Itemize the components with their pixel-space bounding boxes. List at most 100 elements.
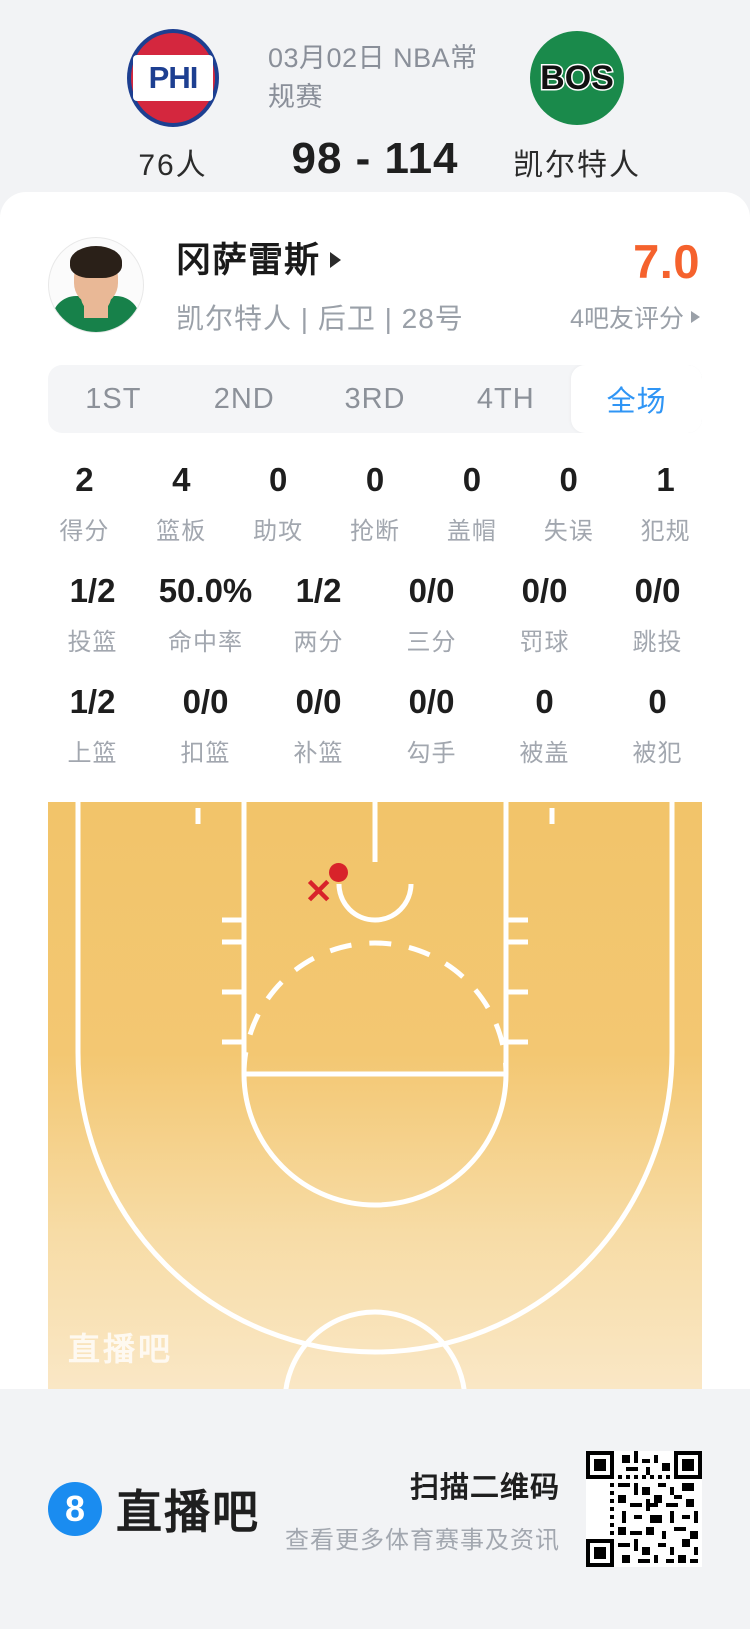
phi-logo-text: PHI — [148, 60, 199, 95]
stat-label: 得分 — [59, 518, 110, 545]
match-score: 98 - 114 — [291, 134, 459, 183]
stat-label: 被犯 — [632, 740, 683, 767]
stat-jump-shots: 0/0 跳投 — [601, 572, 714, 657]
home-team-logo-wrap: BOS — [530, 22, 624, 134]
stat-value: 0/0 — [634, 572, 681, 609]
player-header-row: 冈萨雷斯 凯尔特人 | 后卫 | 28号 7.0 4吧友评分 — [0, 196, 750, 355]
stat-dunks: 0/0 扣篮 — [149, 683, 262, 768]
stat-value: 1/2 — [69, 683, 116, 720]
avatar-hair — [70, 245, 122, 278]
stat-label: 两分 — [293, 629, 344, 656]
stat-three-pointers: 0/0 三分 — [375, 572, 488, 657]
player-info: 冈萨雷斯 凯尔特人 | 后卫 | 28号 — [144, 232, 570, 337]
stat-shots-blocked: 0 被盖 — [488, 683, 601, 768]
stat-label: 抢断 — [350, 518, 400, 545]
stat-value: 0 — [268, 461, 288, 498]
player-stats-card: 冈萨雷斯 凯尔特人 | 后卫 | 28号 7.0 4吧友评分 1ST 2ND 3… — [0, 192, 750, 1402]
court-lines-svg — [75, 802, 675, 1402]
stat-value: 0/0 — [295, 683, 342, 720]
match-meta: 03月02日 NBA常规赛 — [268, 43, 478, 112]
stat-value: 4 — [172, 461, 191, 498]
stat-value: 1/2 — [69, 572, 116, 609]
stat-label: 篮板 — [156, 518, 207, 545]
stat-rebounds: 4 篮板 — [133, 461, 230, 546]
qr-section: 扫描二维码 查看更多体育赛事及资讯 — [285, 1451, 702, 1567]
court-watermark: 直播吧 — [68, 1331, 174, 1367]
stats-block: 2 得分 4 篮板 0 助攻 0 抢断 0 盖帽 — [0, 433, 750, 788]
stat-label: 盖帽 — [446, 518, 497, 545]
brand-logo[interactable]: 8 直播吧 — [48, 1476, 260, 1542]
stat-value: 1/2 — [295, 572, 342, 609]
bos-team-logo-icon: BOS — [530, 31, 624, 125]
stat-label: 投篮 — [67, 629, 118, 656]
stat-label: 罚球 — [519, 629, 570, 656]
stat-field-goal-pct: 50.0% 命中率 — [149, 572, 262, 657]
stat-row-basic: 2 得分 4 篮板 0 助攻 0 抢断 0 盖帽 — [36, 445, 714, 556]
stat-label: 勾手 — [406, 740, 457, 767]
stat-label: 犯规 — [640, 518, 691, 545]
qr-texts: 扫描二维码 查看更多体育赛事及资讯 — [285, 1464, 560, 1555]
stat-value: 0/0 — [408, 683, 455, 720]
qr-subtitle: 查看更多体育赛事及资讯 — [285, 1526, 560, 1554]
stat-row-shooting: 1/2 投篮 50.0% 命中率 1/2 两分 0/0 三分 0/0 罚球 — [36, 556, 714, 667]
chevron-right-icon — [330, 251, 342, 268]
stat-value: 0 — [462, 461, 482, 498]
player-name-line[interactable]: 冈萨雷斯 — [176, 232, 570, 283]
shot-marker-missed[interactable]: ✕ — [304, 872, 333, 911]
stat-label: 助攻 — [253, 518, 304, 545]
stat-blocks: 0 盖帽 — [423, 461, 520, 546]
stat-value: 0 — [559, 461, 578, 498]
rating-value: 7.0 — [633, 235, 700, 288]
stat-value: 0 — [648, 683, 667, 720]
tab-4th[interactable]: 4TH — [476, 382, 535, 415]
stat-putbacks: 0/0 补篮 — [262, 683, 375, 768]
stat-value: 2 — [75, 461, 94, 498]
stat-value: 0/0 — [521, 572, 568, 609]
stat-steals: 0 抢断 — [327, 461, 424, 546]
stat-value: 0 — [365, 461, 385, 498]
stat-fouls: 1 犯规 — [617, 461, 714, 546]
player-rating[interactable]: 7.0 4吧友评分 — [570, 234, 700, 335]
stat-label: 被盖 — [519, 740, 570, 767]
stat-label: 扣篮 — [180, 740, 231, 767]
tab-2nd[interactable]: 2ND — [213, 382, 275, 415]
rating-label: 4吧友评分 — [570, 305, 684, 333]
brand-name: 直播吧 — [116, 1486, 260, 1538]
bos-logo-text: BOS — [539, 57, 616, 98]
stat-label: 三分 — [406, 629, 457, 656]
stat-label: 上篮 — [67, 740, 118, 767]
home-team[interactable]: BOS 凯尔特人 — [482, 22, 672, 184]
stat-free-throws: 0/0 罚球 — [488, 572, 601, 657]
period-tabs[interactable]: 1ST 2ND 3RD 4TH 全场 — [48, 365, 702, 433]
scoreboard-header: PHI 76人 03月02日 NBA常规赛 98 - 114 完赛 BOS 凯尔… — [0, 0, 750, 240]
away-team-logo-wrap: PHI — [127, 22, 219, 134]
stat-label: 跳投 — [632, 629, 683, 656]
shot-chart-court[interactable]: ✕ 直播吧 — [48, 802, 702, 1402]
player-avatar[interactable] — [48, 236, 144, 333]
brand-mark-icon: 8 — [48, 1482, 102, 1536]
qr-code-image[interactable] — [586, 1451, 702, 1567]
stat-two-pointers: 1/2 两分 — [262, 572, 375, 657]
shot-marker-made[interactable] — [329, 863, 349, 883]
app-footer: 8 直播吧 扫描二维码 查看更多体育赛事及资讯 — [0, 1389, 750, 1629]
stat-label: 失误 — [543, 518, 594, 545]
stat-layups: 1/2 上篮 — [36, 683, 149, 768]
home-team-name: 凯尔特人 — [513, 149, 641, 182]
player-name: 冈萨雷斯 — [176, 241, 321, 280]
tab-full-game[interactable]: 全场 — [571, 365, 702, 433]
stat-field-goals: 1/2 投篮 — [36, 572, 149, 657]
stat-label: 命中率 — [168, 629, 243, 656]
phi-team-logo-icon: PHI — [127, 29, 219, 127]
away-team[interactable]: PHI 76人 — [78, 22, 268, 184]
stat-value: 0/0 — [408, 572, 455, 609]
rating-label-line[interactable]: 4吧友评分 — [570, 299, 700, 335]
tab-3rd[interactable]: 3RD — [344, 382, 406, 415]
stat-turnovers: 0 失误 — [520, 461, 617, 546]
stat-row-shot-types: 1/2 上篮 0/0 扣篮 0/0 补篮 0/0 勾手 0 被盖 — [36, 667, 714, 778]
stat-assists: 0 助攻 — [230, 461, 327, 546]
tab-1st[interactable]: 1ST — [85, 382, 142, 415]
stat-value: 0 — [535, 683, 554, 720]
stat-value: 0/0 — [182, 683, 229, 720]
stat-value: 1 — [656, 461, 675, 498]
